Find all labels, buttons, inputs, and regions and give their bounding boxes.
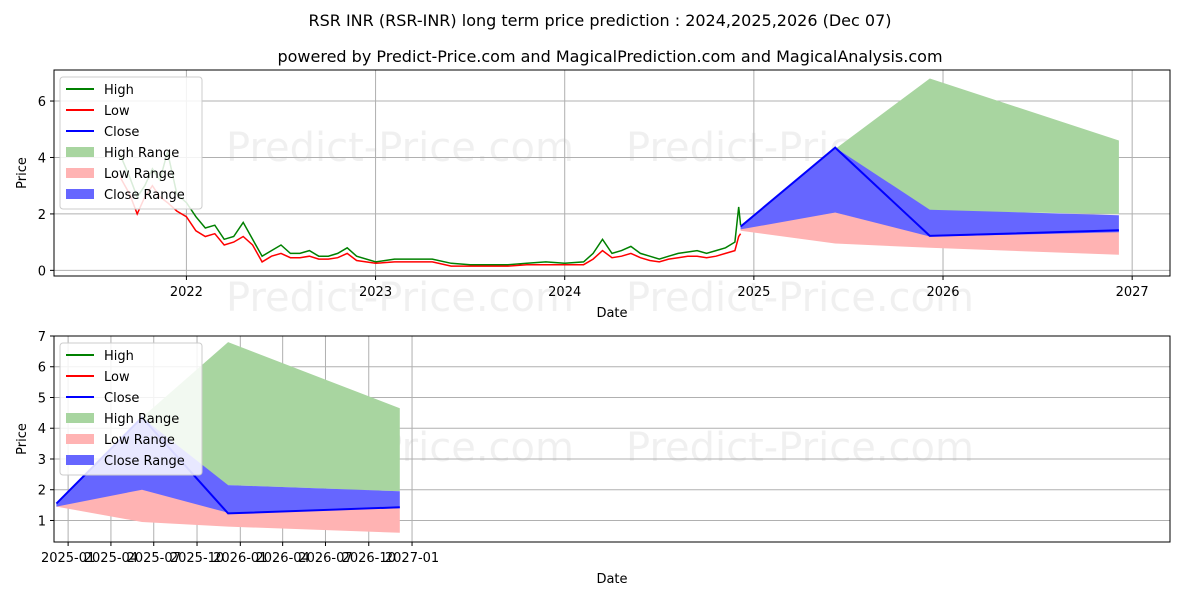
y-tick-label: 1 (38, 514, 46, 529)
legend-close-range-swatch (66, 455, 94, 465)
legend-label: Low (104, 104, 130, 119)
legend-label: Low Range (104, 433, 175, 448)
x-tick-label: 2026-07 (298, 551, 352, 566)
legend-label: High (104, 83, 134, 98)
legend-label: Close Range (104, 188, 185, 203)
high-series-line (119, 151, 742, 266)
x-tick-label: 2026-04 (255, 551, 309, 566)
watermark-text: Predict-Price.com (626, 275, 974, 321)
y-tick-label: 5 (38, 391, 46, 406)
bottom-panel: Predict-Price.com Predict-Price.com2025-0… (15, 330, 1171, 587)
low-series-line (119, 176, 742, 267)
legend-label: High (104, 349, 134, 364)
chart-title: RSR INR (RSR-INR) long term price predic… (308, 11, 891, 30)
y-tick-label: 0 (38, 264, 46, 279)
legend-close-range-swatch (66, 189, 94, 199)
legend-label: Close (104, 125, 139, 140)
y-tick-label: 2 (38, 484, 46, 499)
legend-box (59, 342, 203, 476)
low-range-band (56, 488, 400, 533)
plot-frame (53, 335, 1171, 543)
legend-label: Low Range (104, 167, 175, 182)
x-tick-label: 2026-01 (213, 551, 267, 566)
legend-label: Close (104, 391, 139, 406)
legend-high-range-swatch (66, 147, 94, 157)
y-tick-label: 6 (38, 95, 46, 110)
x-tick-label: 2025-04 (84, 551, 138, 566)
y-tick-label: 2 (38, 208, 46, 223)
x-tick-label: 2027-01 (385, 551, 439, 566)
x-axis-label: Date (596, 572, 627, 587)
x-tick-label: 2024 (548, 285, 581, 300)
y-tick-label: 4 (38, 151, 46, 166)
x-tick-label: 2025-01 (41, 551, 95, 566)
y-tick-label: 3 (38, 453, 46, 468)
legend: High Low Close High Range Low Range Close Ran… (59, 76, 203, 210)
x-axis-label: Date (596, 306, 627, 321)
y-axis-label: Price (15, 157, 30, 189)
y-tick-label: 6 (38, 361, 46, 376)
legend-low-range-swatch (66, 434, 94, 444)
low-range-band (740, 212, 1119, 255)
x-tick-label: 2025-10 (170, 551, 224, 566)
legend-label: Low (104, 370, 130, 385)
watermark-text: Predict-Price.com (226, 275, 574, 321)
legend-low-range-swatch (66, 168, 94, 178)
x-tick-label: 2025-07 (127, 551, 181, 566)
legend-label: Close Range (104, 454, 185, 469)
y-axis-label: Price (15, 423, 30, 455)
y-tick-label: 7 (38, 330, 46, 345)
legend-box (59, 76, 203, 210)
y-tick-label: 4 (38, 422, 46, 437)
x-tick-label: 2026-10 (342, 551, 396, 566)
legend-high-range-swatch (66, 413, 94, 423)
x-tick-label: 2027 (1116, 285, 1149, 300)
plot-frame (53, 69, 1171, 277)
chart-subtitle: powered by Predict-Price.com and Magical… (277, 47, 942, 66)
top-panel: Predict-Price.com Predict-Price.com Predic… (15, 69, 1171, 321)
watermark-text: Predict-Price.com (626, 425, 974, 471)
legend: High Low Close High Range Low Range Close Ran… (59, 342, 203, 476)
x-tick-label: 2023 (359, 285, 392, 300)
legend-label: High Range (104, 146, 179, 161)
close-range-band (740, 147, 1119, 237)
legend-label: High Range (104, 412, 179, 427)
close-forecast-line (739, 146, 1119, 237)
x-tick-label: 2025 (737, 285, 770, 300)
x-tick-label: 2026 (926, 285, 959, 300)
x-tick-label: 2022 (170, 285, 203, 300)
watermark-text: Predict-Price.com (226, 125, 574, 171)
